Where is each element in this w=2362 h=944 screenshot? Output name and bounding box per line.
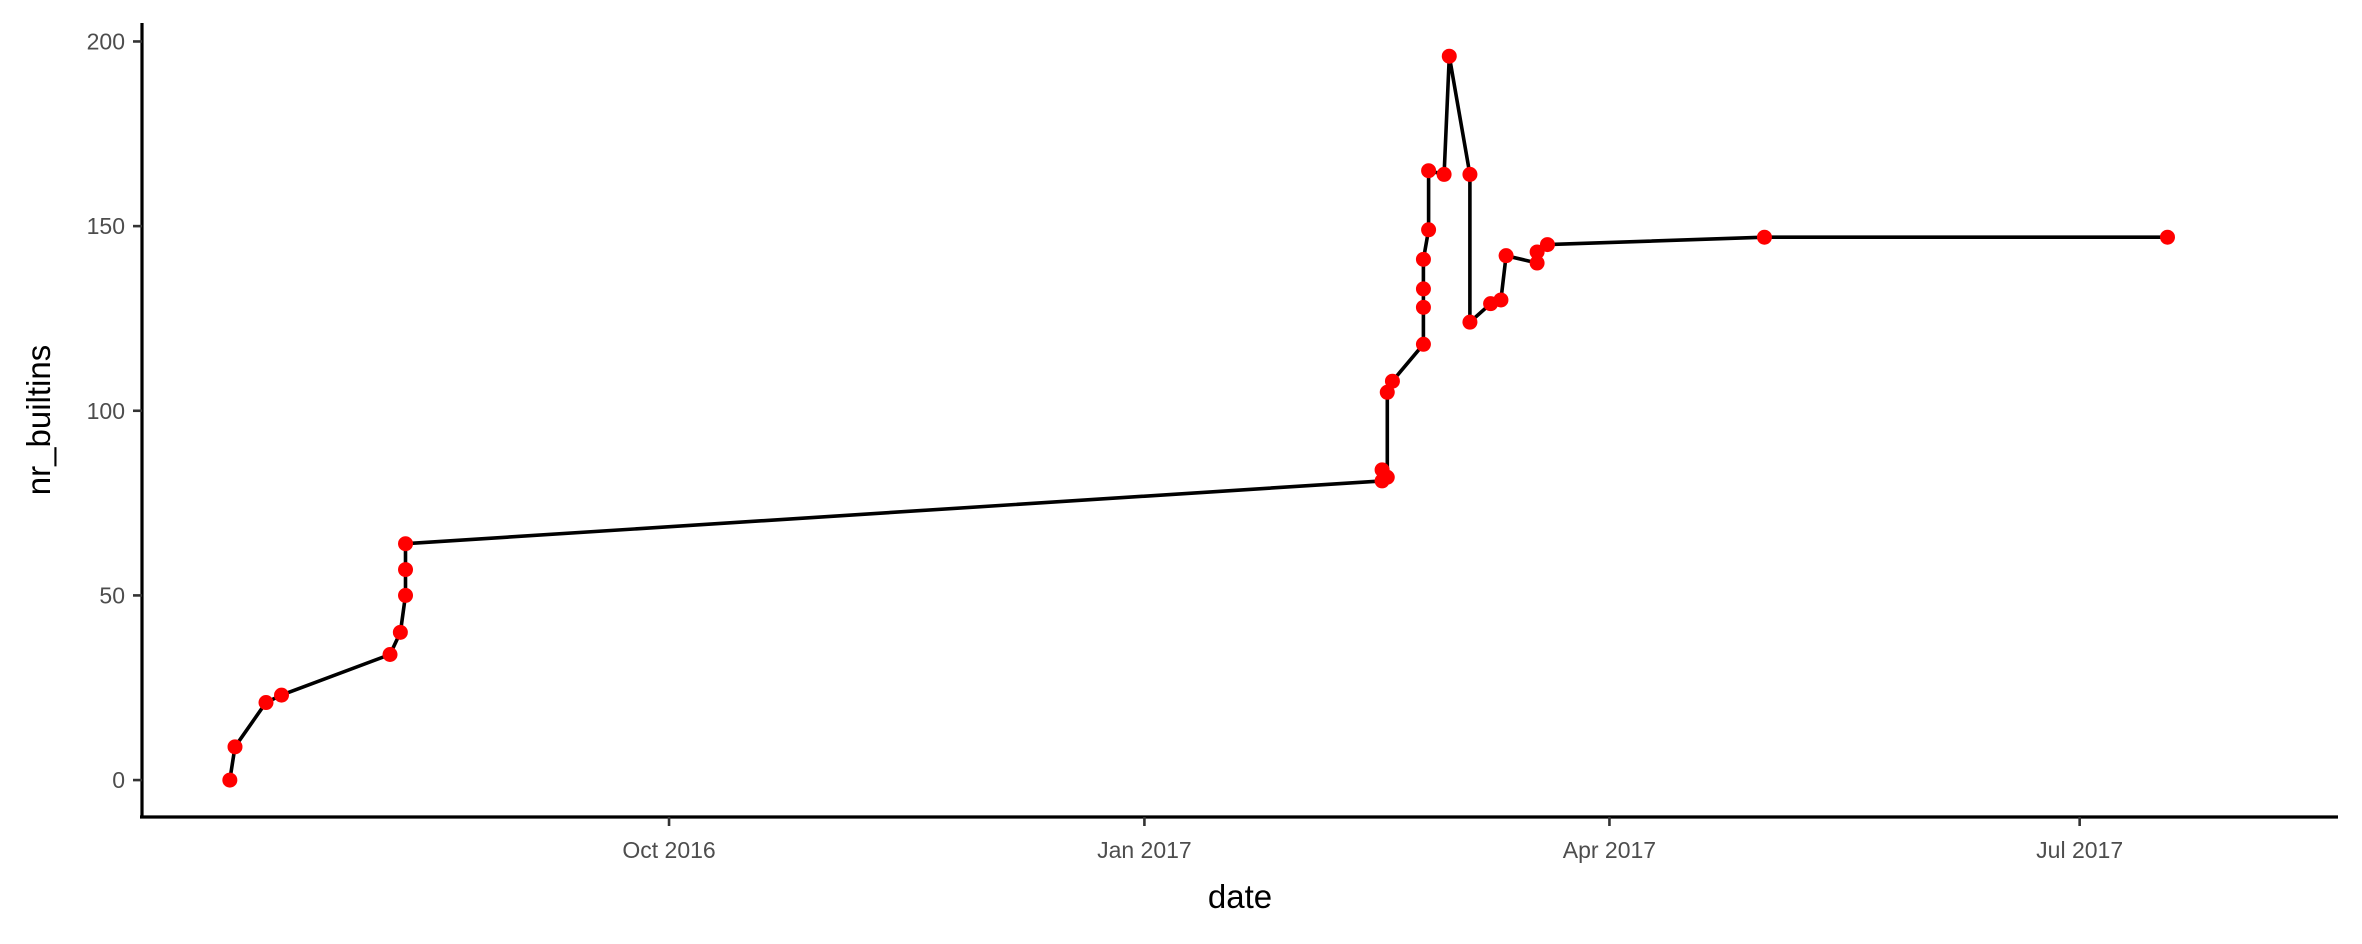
y-tick-label: 0 — [112, 767, 125, 793]
y-tick-label: 200 — [87, 28, 125, 54]
data-point — [1462, 314, 1478, 330]
data-point — [1529, 255, 1545, 271]
data-point — [1498, 248, 1514, 264]
data-point — [1384, 373, 1400, 389]
x-tick-label: Jul 2017 — [2036, 837, 2123, 863]
series-layer — [222, 48, 2175, 788]
data-point — [1421, 222, 1437, 238]
data-point — [392, 624, 408, 640]
data-point — [1539, 237, 1555, 253]
data-point — [274, 687, 290, 703]
data-point — [398, 587, 414, 603]
data-point — [1379, 469, 1395, 485]
data-point — [227, 739, 243, 755]
y-tick-label: 50 — [99, 582, 125, 608]
data-point — [1415, 299, 1431, 315]
data-point — [1462, 166, 1478, 182]
data-point — [398, 562, 414, 578]
y-axis-ticks: 0 50 100 150 200 — [87, 28, 142, 793]
data-point — [1415, 281, 1431, 297]
data-point — [2159, 229, 2175, 245]
x-tick-label: Jan 2017 — [1097, 837, 1192, 863]
x-axis-title: date — [1208, 878, 1272, 915]
data-point — [1441, 48, 1457, 64]
data-point — [382, 647, 398, 663]
data-point — [1493, 292, 1509, 308]
data-point — [398, 536, 414, 552]
x-tick-label: Apr 2017 — [1563, 837, 1656, 863]
y-tick-label: 100 — [87, 398, 125, 424]
data-point — [1421, 163, 1437, 179]
x-axis-ticks: Oct 2016 Jan 2017 Apr 2017 Jul 2017 — [622, 817, 2123, 863]
data-point — [1529, 244, 1545, 260]
data-point — [1436, 166, 1452, 182]
data-point — [222, 772, 238, 788]
data-point — [258, 695, 274, 711]
y-axis-title: nr_builtins — [20, 345, 57, 495]
x-tick-label: Oct 2016 — [622, 837, 715, 863]
data-point — [1415, 251, 1431, 267]
y-tick-label: 150 — [87, 213, 125, 239]
series-line — [228, 54, 2168, 781]
data-point — [1756, 229, 1772, 245]
data-point — [1415, 336, 1431, 352]
